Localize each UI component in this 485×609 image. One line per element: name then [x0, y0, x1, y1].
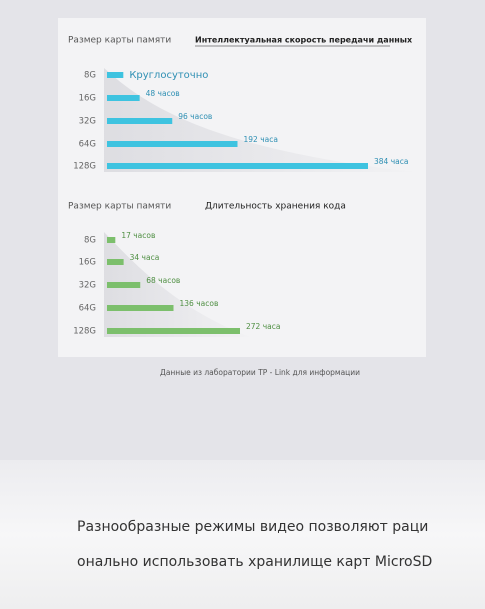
- chart-title: Длительность хранения кода: [205, 202, 346, 212]
- category-label: 64G: [79, 140, 96, 150]
- category-label: 16G: [79, 94, 96, 104]
- bar: [107, 237, 116, 243]
- category-label: 32G: [79, 281, 96, 291]
- chart-title: Интеллектуальная скорость передачи данны…: [195, 36, 413, 45]
- value-label: 17 часов: [121, 231, 155, 240]
- value-label: 384 часа: [374, 157, 408, 166]
- category-label: 16G: [79, 258, 96, 268]
- value-label: 136 часов: [180, 299, 219, 308]
- value-label: 68 часов: [146, 276, 180, 285]
- axis-label: Размер карты памяти: [68, 36, 171, 46]
- value-label: 192 часа: [244, 135, 278, 144]
- bar: [107, 259, 124, 265]
- bar: [107, 163, 368, 169]
- category-label: 8G: [84, 71, 96, 81]
- value-label: Круглосуточно: [129, 70, 208, 81]
- bar: [107, 305, 174, 311]
- caption-line: онально использовать хранилище карт Micr…: [77, 554, 432, 570]
- category-label: 8G: [84, 236, 96, 246]
- bar: [107, 328, 240, 334]
- category-label: 128G: [73, 327, 96, 337]
- value-label: 48 часов: [146, 89, 180, 98]
- caption-area: [0, 460, 485, 609]
- bar: [107, 141, 238, 147]
- category-label: 128G: [73, 162, 96, 172]
- bar: [107, 95, 140, 101]
- caption-line: Разнообразные режимы видео позволяют рац…: [77, 519, 428, 535]
- bar: [107, 118, 173, 124]
- value-label: 96 часов: [178, 112, 212, 121]
- value-label: 272 часа: [246, 322, 280, 331]
- bar: [107, 282, 141, 288]
- category-label: 32G: [79, 117, 96, 127]
- value-label: 34 часа: [130, 253, 160, 262]
- bar: [107, 72, 124, 78]
- axis-label: Размер карты памяти: [68, 202, 171, 212]
- category-label: 64G: [79, 304, 96, 314]
- footnote: Данные из лаборатории TP - Link для инфо…: [160, 368, 360, 377]
